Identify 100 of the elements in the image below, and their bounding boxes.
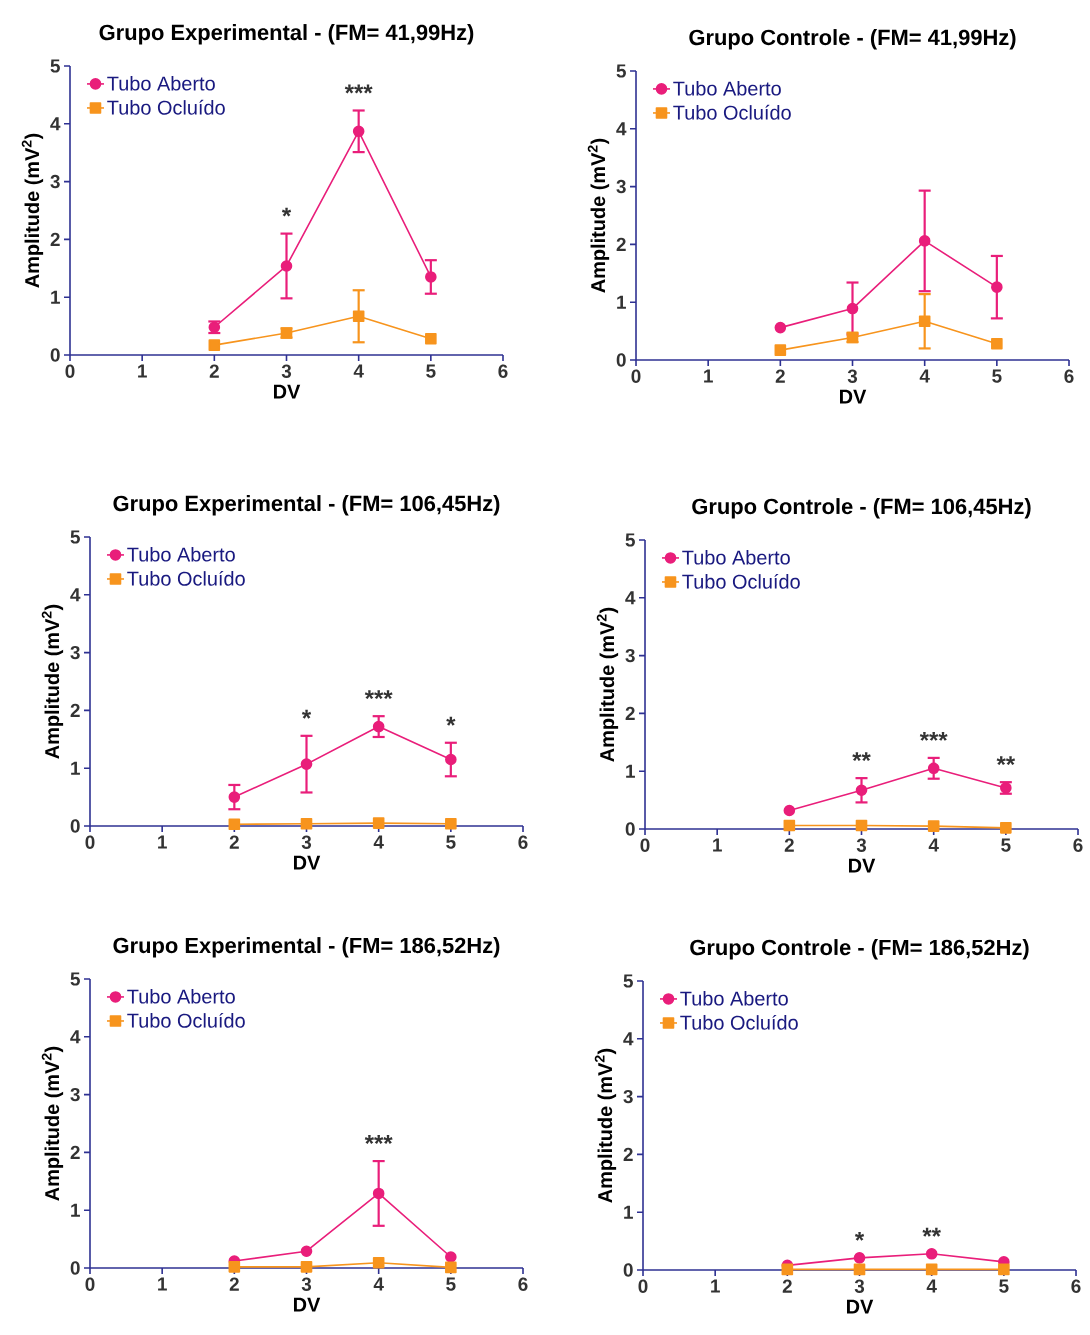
point [228,818,241,831]
x-tick-label: 5 [999,1279,1009,1293]
y-tick-label: 4 [623,1032,634,1046]
point [991,338,1003,350]
annotation: *** [364,690,393,700]
y-tick-label: 4 [625,591,636,605]
point [774,344,787,356]
chart-title: Grupo Experimental - (FM= 106,45Hz) [113,495,500,516]
point [425,333,437,345]
point [853,1263,866,1276]
y-axis-title: Amplitude (mV$^{2}$) [587,138,610,293]
point [300,758,313,770]
y-axis-title: Amplitude (mV$^{2}$) [41,1046,64,1201]
x-tick-label: 4 [373,835,384,849]
point [352,125,365,138]
legend-label: Tubo Ocluído [127,570,245,586]
x-axis-title: DV [293,855,321,870]
y-tick-label: 0 [616,353,626,367]
annotation: *** [919,731,948,741]
y-tick-label: 1 [71,761,80,775]
y-tick-label: 1 [617,295,626,309]
point [853,1252,866,1264]
y-tick-label: 0 [50,348,60,362]
x-tick-label: 0 [638,1279,648,1293]
y-tick-label: 2 [616,237,626,251]
annotation: * [854,1231,865,1241]
legend-label: Tubo Ocluído [673,104,791,120]
x-tick-label: 6 [518,1277,528,1291]
y-tick-label: 2 [623,1147,633,1162]
x-tick-label: 6 [518,835,528,849]
x-tick-label: 4 [928,838,939,852]
y-tick-label: 4 [70,588,81,602]
y-tick-label: 2 [70,1145,80,1160]
y-tick-label: 5 [50,59,60,73]
x-tick-label: 2 [775,369,785,383]
x-axis-title: DV [273,384,301,399]
x-tick-label: 0 [640,838,650,852]
point [445,1261,457,1274]
point [228,791,241,803]
point [855,819,868,832]
legend-label: Tubo Aberto [673,80,781,96]
y-tick-label: 5 [616,64,626,78]
y-tick-label: 0 [70,819,80,833]
y-tick-label: 2 [625,706,635,720]
point [300,1261,313,1273]
x-tick-label: 5 [1001,838,1011,852]
legend-label: Tubo Aberto [682,549,790,565]
y-tick-label: 4 [616,122,627,136]
point [300,817,313,830]
point [208,339,221,351]
x-tick-label: 6 [1073,838,1083,852]
y-tick-label: 3 [50,174,60,189]
point [918,315,931,328]
y-tick-label: 0 [70,1261,80,1275]
annotation: * [446,716,456,726]
x-tick-label: 1 [713,838,722,852]
y-tick-label: 0 [623,1263,633,1277]
chart-title: Grupo Experimental - (FM= 41,99Hz) [99,24,474,45]
x-tick-label: 6 [1064,369,1074,383]
point [425,271,437,283]
y-axis-title: Amplitude (mV$^{2}$) [41,604,64,759]
x-tick-label: 1 [711,1279,720,1293]
annotation: *** [364,1135,393,1144]
point [228,1261,241,1273]
point [445,753,457,766]
x-tick-label: 5 [446,835,456,849]
legend-label: Tubo Aberto [680,990,788,1006]
y-tick-label: 4 [50,117,61,131]
y-tick-label: 3 [70,645,80,660]
x-tick-label: 0 [85,835,95,849]
legend-label: Tubo Ocluído [127,1012,245,1028]
x-axis-title: DV [849,858,876,873]
chart-title: Grupo Experimental - (FM= 186,52Hz) [113,937,500,958]
x-axis-title: DV [847,1299,874,1314]
x-tick-label: 3 [281,364,292,378]
point [774,321,787,334]
y-tick-label: 5 [70,972,80,986]
legend-label: Tubo Aberto [107,75,215,91]
point [445,1251,457,1263]
x-tick-label: 0 [85,1277,95,1291]
y-axis-title: Amplitude (mV$^{2}$) [596,607,619,762]
annotation: ** [922,1227,941,1237]
point [925,1263,938,1276]
x-tick-label: 5 [992,369,1002,383]
annotation: * [301,709,312,719]
annotation: ** [996,756,1016,766]
y-tick-label: 4 [70,1030,81,1044]
y-tick-label: 2 [50,232,60,246]
y-axis-title: Amplitude (mV$^{2}$) [21,133,44,288]
chart-title: Grupo Controle - (FM= 186,52Hz) [690,939,1029,960]
x-tick-label: 2 [209,364,219,378]
legend-label: Tubo Ocluído [680,1014,798,1030]
point [1000,822,1012,834]
x-tick-label: 6 [498,364,508,378]
x-tick-label: 3 [301,835,312,849]
point [783,804,796,817]
point [998,1263,1010,1276]
point [991,281,1003,293]
x-tick-label: 2 [782,1279,792,1293]
x-tick-label: 4 [373,1277,384,1291]
